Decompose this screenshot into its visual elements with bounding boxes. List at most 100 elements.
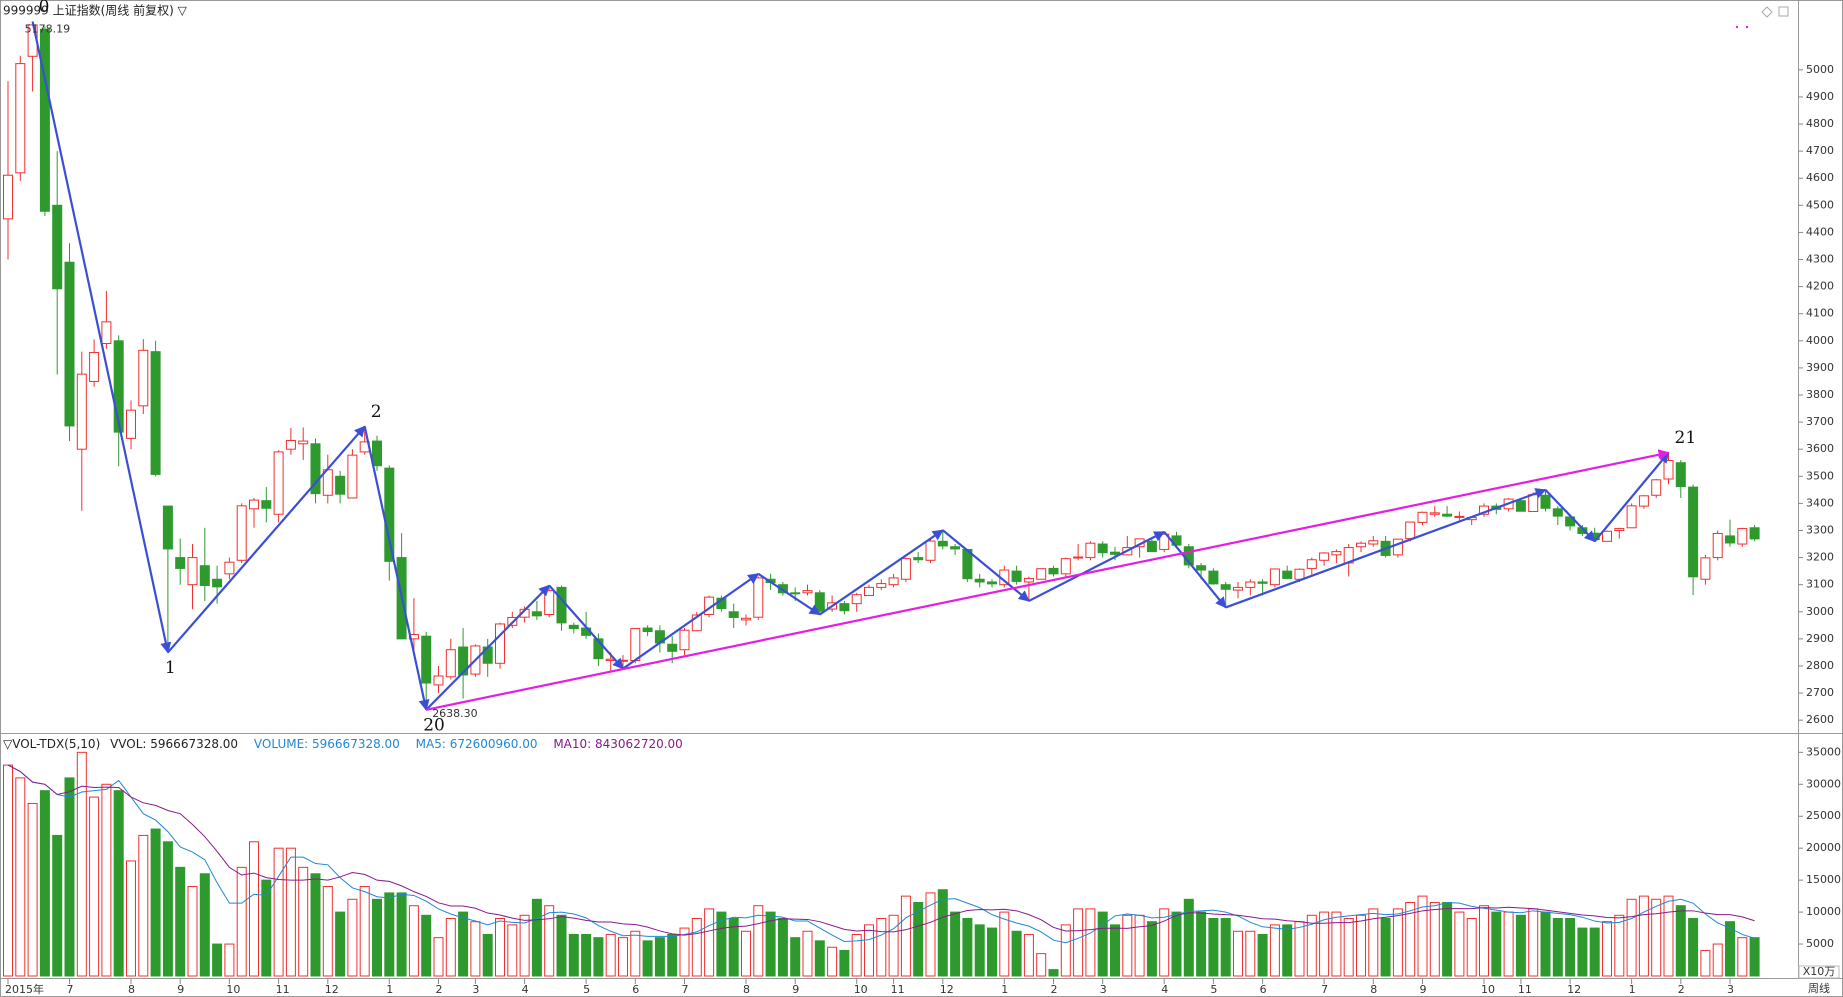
- ma5-line: [7, 764, 1755, 944]
- volume-bar: [1638, 895, 1649, 977]
- y-tick-label: 2900: [1806, 632, 1834, 645]
- unit-label: X10万: [1803, 965, 1836, 978]
- volume-bar: [187, 886, 198, 977]
- period-label[interactable]: 周线: [1808, 981, 1830, 995]
- candle-body: [568, 624, 579, 630]
- volume-bar: [1380, 917, 1391, 977]
- y-tick-label: 35000: [1806, 745, 1841, 758]
- volume-bar: [138, 834, 149, 977]
- volume-bar: [581, 933, 592, 977]
- volume-bar: [76, 751, 87, 977]
- wave-label: 21: [1675, 428, 1697, 448]
- volume-bar: [531, 898, 542, 977]
- volume-bar: [15, 777, 26, 977]
- candle-body: [249, 499, 259, 510]
- y-tick-label: 10000: [1806, 905, 1841, 918]
- volume-bar: [1245, 930, 1256, 977]
- candle-body: [3, 174, 13, 220]
- candle-body: [839, 603, 850, 612]
- volume-bar: [1417, 895, 1428, 977]
- candle-body: [261, 500, 272, 509]
- volume-bar: [1294, 921, 1305, 977]
- x-tick-label: 6: [632, 983, 639, 996]
- y-tick-label: 4800: [1806, 117, 1834, 130]
- x-tick-label: 1: [386, 983, 393, 996]
- volume-bar: [212, 943, 223, 977]
- wave-label: 1: [165, 658, 176, 678]
- candle-body: [15, 63, 26, 174]
- volume-bar: [864, 924, 874, 977]
- volume-bar: [962, 917, 973, 977]
- candle-body: [864, 586, 874, 597]
- candle-body: [593, 638, 604, 660]
- candle-body: [1306, 559, 1317, 569]
- candle-body: [1048, 567, 1059, 575]
- volume-bar: [741, 930, 751, 977]
- volume-bar: [433, 937, 444, 977]
- icon[interactable]: [1778, 6, 1789, 17]
- volume-bar: [925, 892, 936, 977]
- volume-bar: [1208, 917, 1219, 977]
- volume-bar: [1196, 911, 1207, 977]
- volume-bar: [1306, 914, 1317, 977]
- y-tick-label: 5000: [1806, 63, 1834, 76]
- y-tick-label: 4900: [1806, 90, 1834, 103]
- volume-bar: [126, 860, 136, 977]
- candle-body: [52, 204, 63, 290]
- volume-bar: [445, 917, 456, 977]
- volume-bar: [679, 927, 690, 977]
- volume-bar: [322, 886, 333, 977]
- candle-body: [1712, 532, 1723, 559]
- y-tick-label: 2600: [1806, 713, 1834, 726]
- volume-bar: [913, 902, 924, 977]
- volume-bar: [1085, 908, 1096, 977]
- x-tick-label: 3: [1727, 983, 1734, 996]
- volume-bar: [1368, 908, 1379, 977]
- volume-bar: [1036, 953, 1047, 977]
- candle-body: [1196, 565, 1207, 571]
- volume-bar: [1565, 917, 1576, 977]
- volume-bar: [1540, 911, 1551, 977]
- volume-bar: [1454, 911, 1465, 977]
- y-tick-label: 4500: [1806, 198, 1834, 211]
- header-item: VVOL: 596667328.00: [110, 737, 238, 751]
- volume-bar: [470, 921, 481, 977]
- x-tick-label: 1: [1001, 983, 1008, 996]
- icon[interactable]: [1761, 6, 1773, 18]
- volume-bar: [384, 892, 395, 977]
- candle-body: [1036, 568, 1047, 580]
- y-tick-label: 3500: [1806, 469, 1834, 482]
- x-tick-label: 7: [682, 983, 689, 996]
- y-tick-label: 3800: [1806, 388, 1834, 401]
- volume-bar: [1220, 917, 1231, 977]
- volume-bar: [716, 911, 727, 977]
- candle-body: [1626, 505, 1637, 529]
- y-tick-label: 4600: [1806, 171, 1834, 184]
- candle-body: [531, 611, 542, 617]
- wave-label: 2: [371, 402, 382, 422]
- candle-body: [298, 440, 309, 445]
- candle-body: [1663, 460, 1674, 480]
- candle-body: [1110, 551, 1120, 555]
- volume-bar: [1343, 917, 1354, 977]
- x-tick-label: 12: [325, 983, 339, 996]
- volume-bar: [630, 930, 641, 977]
- x-tick-label: 3: [472, 983, 479, 996]
- candle-body: [1233, 586, 1243, 591]
- candle-body: [273, 451, 284, 515]
- volume-header: ▽VOL-TDX(5,10) VVOL: 596667328.00 VOLUME…: [3, 737, 683, 751]
- candle-body: [101, 321, 112, 345]
- volume-bar: [519, 914, 530, 977]
- volume-bar: [790, 937, 801, 977]
- candle-body: [1023, 577, 1034, 583]
- volume-bar: [482, 933, 493, 977]
- chart-title: 999999 上证指数(周线 前复权) ▽: [3, 3, 188, 18]
- x-tick-label: 8: [743, 983, 750, 996]
- candle-body: [445, 649, 456, 678]
- candle-body: [1097, 543, 1108, 554]
- candle-body: [1257, 581, 1268, 584]
- volume-bar: [1737, 937, 1748, 977]
- y-tick-label: 15000: [1806, 873, 1841, 886]
- candle-body: [1011, 570, 1022, 582]
- dot: [1745, 25, 1749, 29]
